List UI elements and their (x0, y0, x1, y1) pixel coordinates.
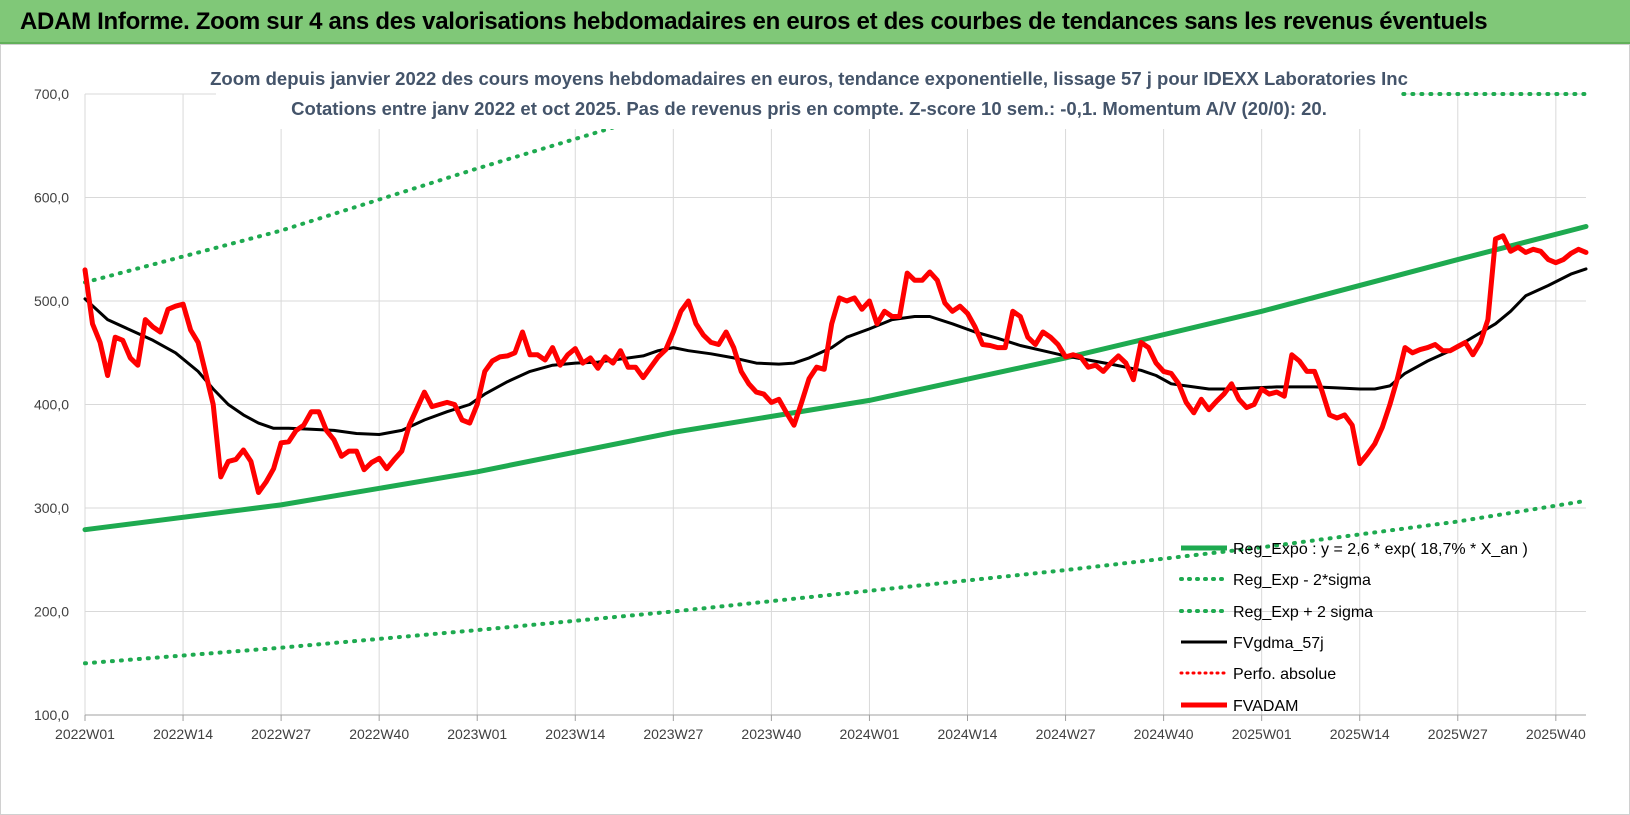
x-tick-label: 2022W40 (349, 726, 409, 742)
chart-title-block: Zoom depuis janvier 2022 des cours moyen… (210, 61, 1408, 129)
legend-label-fvgdma: FVgdma_57j (1233, 635, 1324, 652)
legend-label-fvadam: FVADAM (1233, 698, 1298, 715)
series-line-fvgdma-57j (83, 267, 1588, 436)
chart-legend: Reg_Expo : y = 2,6 * exp( 18,7% * X_an )… (1179, 541, 1528, 715)
legend-label-perfo: Perfo. absolue (1233, 666, 1336, 683)
chart-svg: 100,0 200,0 300,0 400,0 500,0 600,0 700,0 2022… (34, 61, 1589, 742)
x-tick-label: 2024W14 (938, 726, 998, 742)
series-line-fvadam (82, 233, 1589, 495)
legend-item-perfo: Perfo. absolue (1179, 666, 1336, 683)
y-tick-label: 700,0 (34, 86, 69, 102)
x-tick-label: 2025W40 (1526, 726, 1586, 742)
header-title: ADAM Informe. Zoom sur 4 ans des valoris… (20, 8, 1488, 35)
x-tick-label: 2025W14 (1330, 726, 1390, 742)
title-background (216, 61, 1401, 129)
legend-item-fvadam: FVADAM (1181, 698, 1298, 715)
x-axis-ticks: 2022W01 2022W14 2022W27 2022W40 2023W01 2023W… (55, 714, 1586, 742)
y-tick-label: 500,0 (34, 293, 69, 309)
x-tick-label: 2024W27 (1036, 726, 1096, 742)
series-line-reg-expo-y-2-6-exp-18-7-x-an (82, 224, 1589, 533)
series-line-reg-exp-2-sigma (83, 498, 1588, 666)
x-tick-label: 2022W14 (153, 726, 213, 742)
y-tick-label: 600,0 (34, 190, 69, 206)
legend-label-reg-exp-plus: Reg_Exp + 2 sigma (1233, 604, 1373, 621)
legend-item-reg-expo: Reg_Expo : y = 2,6 * exp( 18,7% * X_an ) (1181, 541, 1528, 558)
legend-item-reg-exp-minus: Reg_Exp - 2*sigma (1179, 572, 1371, 589)
x-tick-label: 2024W40 (1134, 726, 1194, 742)
chart-frame: 100,0 200,0 300,0 400,0 500,0 600,0 700,0 2022… (0, 44, 1630, 815)
y-tick-label: 400,0 (34, 397, 69, 413)
legend-item-reg-exp-plus: Reg_Exp + 2 sigma (1179, 604, 1373, 621)
legend-label-reg-expo: Reg_Expo : y = 2,6 * exp( 18,7% * X_an ) (1233, 541, 1528, 558)
y-tick-label: 100,0 (34, 707, 69, 723)
x-tick-label: 2022W01 (55, 726, 115, 742)
x-tick-label: 2023W01 (447, 726, 507, 742)
y-axis-ticks: 100,0 200,0 300,0 400,0 500,0 600,0 700,0 (34, 86, 69, 723)
legend-label-reg-exp-minus: Reg_Exp - 2*sigma (1233, 572, 1371, 589)
x-tick-label: 2023W14 (545, 726, 605, 742)
x-tick-label: 2025W01 (1232, 726, 1292, 742)
x-tick-label: 2024W01 (839, 726, 899, 742)
y-tick-label: 200,0 (34, 604, 69, 620)
x-tick-label: 2023W40 (741, 726, 801, 742)
y-tick-label: 300,0 (34, 500, 69, 516)
x-tick-label: 2025W27 (1428, 726, 1488, 742)
x-tick-label: 2023W27 (643, 726, 703, 742)
header-banner: ADAM Informe. Zoom sur 4 ans des valoris… (0, 0, 1630, 44)
chart-title: Zoom depuis janvier 2022 des cours moyen… (210, 68, 1408, 89)
x-tick-label: 2022W27 (251, 726, 311, 742)
legend-item-fvgdma: FVgdma_57j (1181, 635, 1324, 652)
chart-subtitle: Cotations entre janv 2022 et oct 2025. P… (291, 98, 1327, 119)
